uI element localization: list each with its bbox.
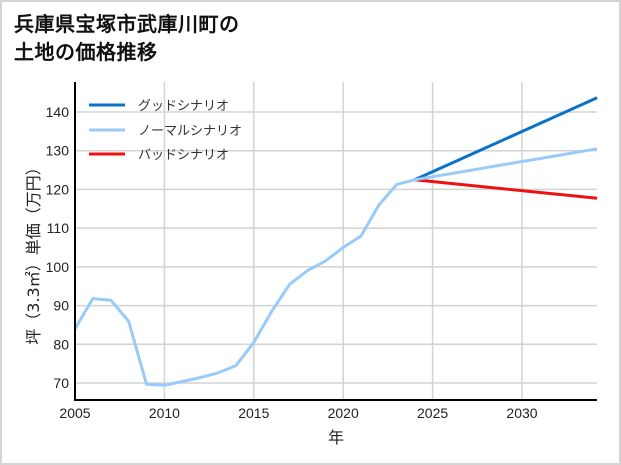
y-tick-label: 130 bbox=[46, 143, 70, 159]
x-tick-label: 2005 bbox=[59, 405, 90, 421]
x-tick-label: 2010 bbox=[149, 405, 180, 421]
x-axis-label: 年 bbox=[328, 428, 344, 447]
tick-labels: 70 80 90 100 110 120 130 140 2005 2010 2015 2020 202… bbox=[46, 104, 538, 421]
y-axis-label: 坪（3.3㎡）単価（万円） bbox=[24, 159, 43, 344]
axes bbox=[74, 82, 597, 401]
legend-label: バッドシナリオ bbox=[138, 148, 229, 163]
series-line bbox=[414, 96, 598, 182]
x-tick-label: 2025 bbox=[417, 405, 448, 421]
series-line bbox=[414, 178, 598, 200]
y-tick-label: 120 bbox=[46, 181, 70, 197]
legend-label: グッドシナリオ bbox=[138, 99, 229, 114]
x-tick-label: 2030 bbox=[506, 405, 537, 421]
series-line bbox=[73, 147, 598, 387]
data-series bbox=[73, 96, 598, 387]
y-tick-label: 90 bbox=[53, 298, 69, 314]
title-line-2: 土地の価格推移 bbox=[14, 40, 158, 64]
x-tick-label: 2020 bbox=[328, 405, 359, 421]
y-tick-label: 110 bbox=[47, 220, 70, 236]
chart-title: 兵庫県宝塚市武庫川町の 土地の価格推移 bbox=[14, 10, 240, 66]
y-tick-label: 70 bbox=[53, 375, 69, 391]
x-tick-label: 2015 bbox=[238, 405, 269, 421]
title-line-1: 兵庫県宝塚市武庫川町の bbox=[14, 12, 240, 36]
y-tick-label: 100 bbox=[46, 259, 70, 275]
gridlines bbox=[75, 82, 597, 400]
legend-label: ノーマルシナリオ bbox=[138, 124, 242, 139]
y-tick-label: 140 bbox=[46, 104, 70, 120]
y-tick-label: 80 bbox=[53, 336, 69, 352]
